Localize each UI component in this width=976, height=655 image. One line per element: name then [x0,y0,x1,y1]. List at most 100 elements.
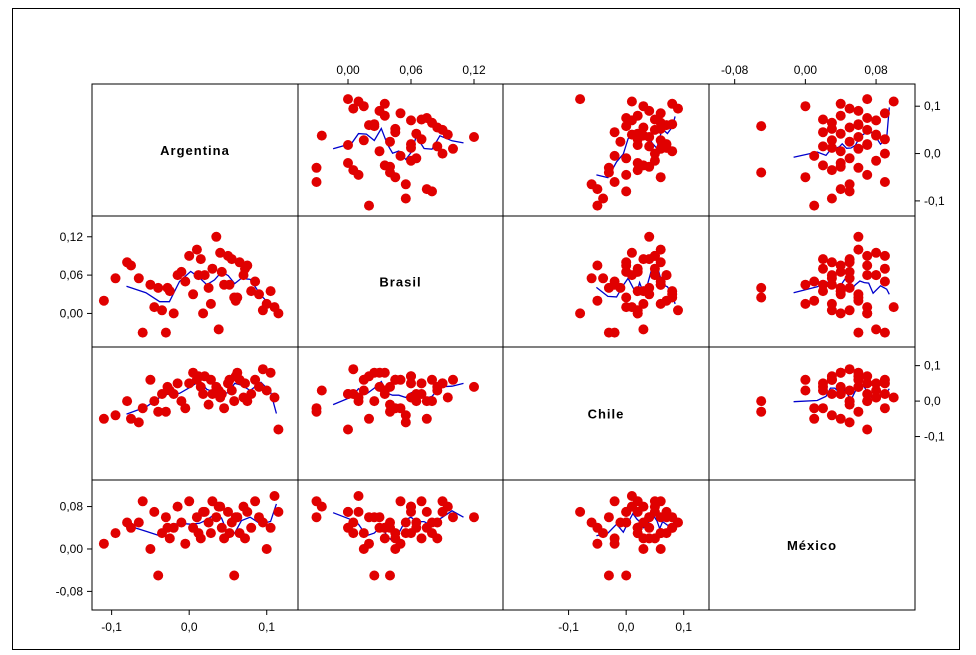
panel-chile-vs-brasil [297,346,504,481]
data-point-brasil-vs-chile [632,286,643,297]
data-point-mexico-vs-chile [586,517,597,528]
data-point-chile-vs-brasil [406,392,416,403]
data-point-brasil-vs-argentina [254,289,264,300]
data-point-chile-vs-argentina [137,403,148,414]
data-point-mexico-vs-brasil [353,491,364,501]
data-point-mexico-vs-chile [609,533,620,544]
data-point-argentina-vs-brasil [406,142,416,153]
data-point-argentina-vs-brasil [343,158,353,168]
data-point-chile-vs-argentina [157,389,167,399]
data-point-mexico-vs-chile [603,570,614,581]
data-point-brasil-vs-mexico [853,231,864,242]
data-point-mexico-vs-chile [632,522,643,533]
data-point-argentina-vs-mexico [818,141,828,152]
data-point-argentina-vs-chile [598,193,609,204]
top-tick-label-brasil: 0,00 [336,63,360,77]
data-point-mexico-vs-argentina [160,512,171,523]
data-point-chile-vs-mexico [862,396,873,407]
panel-mexico-vs-mexico [708,479,916,611]
data-point-argentina-vs-mexico [862,94,873,105]
data-point-brasil-vs-mexico [844,305,855,316]
data-point-brasil-vs-mexico [844,273,855,284]
panel-argentina-vs-brasil [297,83,504,217]
data-point-chile-vs-argentina [145,374,156,385]
data-point-mexico-vs-brasil [406,501,416,512]
right-tick-label-chile: -0,1 [924,430,945,444]
data-point-chile-vs-brasil [385,381,395,392]
data-point-argentina-vs-brasil [437,148,448,159]
data-point-mexico-vs-argentina [240,533,250,544]
data-point-mexico-vs-argentina [162,522,173,533]
data-point-chile-vs-brasil [353,392,364,403]
data-point-mexico-vs-argentina [261,544,272,554]
data-point-brasil-vs-mexico [879,276,890,287]
data-point-chile-vs-argentina [126,413,136,424]
data-point-mexico-vs-brasil [421,506,432,517]
data-point-brasil-vs-mexico [809,276,820,287]
data-point-chile-vs-brasil [379,389,390,399]
data-point-argentina-vs-mexico [862,113,873,123]
data-point-chile-vs-brasil [400,417,411,428]
data-point-brasil-vs-argentina [180,276,191,287]
data-point-argentina-vs-mexico [853,119,864,130]
data-point-brasil-vs-chile [592,260,603,271]
data-point-brasil-vs-chile [621,292,632,303]
data-point-argentina-vs-chile [655,172,666,183]
data-point-brasil-vs-chile [586,273,597,284]
data-point-mexico-vs-argentina [257,517,268,528]
data-point-chile-vs-mexico [862,371,873,382]
data-point-argentina-vs-brasil [364,200,374,211]
data-point-brasil-vs-chile [655,257,666,268]
data-point-brasil-vs-mexico [879,327,890,338]
data-point-mexico-vs-brasil [448,512,458,523]
data-point-brasil-vs-argentina [232,292,243,303]
data-point-mexico-vs-chile [592,538,603,549]
data-point-mexico-vs-chile [615,517,626,528]
data-point-mexico-vs-argentina [213,501,224,512]
data-point-argentina-vs-brasil [385,161,395,172]
data-point-mexico-vs-argentina [223,506,233,517]
data-point-chile-vs-mexico [862,424,873,435]
data-point-mexico-vs-chile [638,544,649,554]
data-point-brasil-vs-argentina [133,273,144,284]
right-tick-label-chile: 0,1 [924,359,941,373]
data-point-argentina-vs-mexico [809,150,820,161]
data-point-brasil-vs-mexico [756,282,767,293]
data-point-brasil-vs-mexico [853,327,864,338]
data-point-chile-vs-argentina [110,410,121,421]
data-point-mexico-vs-argentina [133,517,144,528]
data-point-argentina-vs-mexico [879,134,890,145]
data-point-chile-vs-mexico [853,406,864,417]
data-point-mexico-vs-chile [632,506,643,517]
right-tick-label-chile: 0,0 [924,394,941,408]
data-point-brasil-vs-mexico [879,263,890,274]
data-point-argentina-vs-mexico [818,127,828,138]
data-point-argentina-vs-brasil [469,132,479,142]
data-point-brasil-vs-mexico [888,302,899,313]
data-point-brasil-vs-argentina [149,302,160,313]
data-point-brasil-vs-chile [626,247,637,258]
data-point-chile-vs-brasil [343,424,353,435]
data-point-mexico-vs-chile [667,512,678,523]
data-point-brasil-vs-mexico [826,298,837,309]
data-point-brasil-vs-argentina [162,282,173,293]
data-point-mexico-vs-argentina [126,522,136,533]
data-point-argentina-vs-brasil [400,179,411,190]
data-point-brasil-vs-mexico [871,324,882,335]
data-point-chile-vs-argentina [149,396,160,407]
variable-label-mexico: México [787,538,837,553]
data-point-chile-vs-mexico [809,413,820,424]
data-point-chile-vs-argentina [254,381,264,392]
data-point-chile-vs-brasil [311,406,322,417]
data-point-brasil-vs-argentina [205,298,216,309]
data-point-mexico-vs-chile [644,512,655,523]
data-point-argentina-vs-chile [644,141,655,152]
data-point-argentina-vs-chile [632,110,643,121]
data-point-chile-vs-argentina [205,374,216,385]
data-point-argentina-vs-chile [632,140,643,150]
data-point-mexico-vs-brasil [469,512,479,523]
data-point-brasil-vs-chile [644,231,655,242]
data-point-argentina-vs-mexico [835,146,846,157]
variable-label-chile: Chile [588,407,625,422]
data-point-argentina-vs-brasil [385,136,395,147]
